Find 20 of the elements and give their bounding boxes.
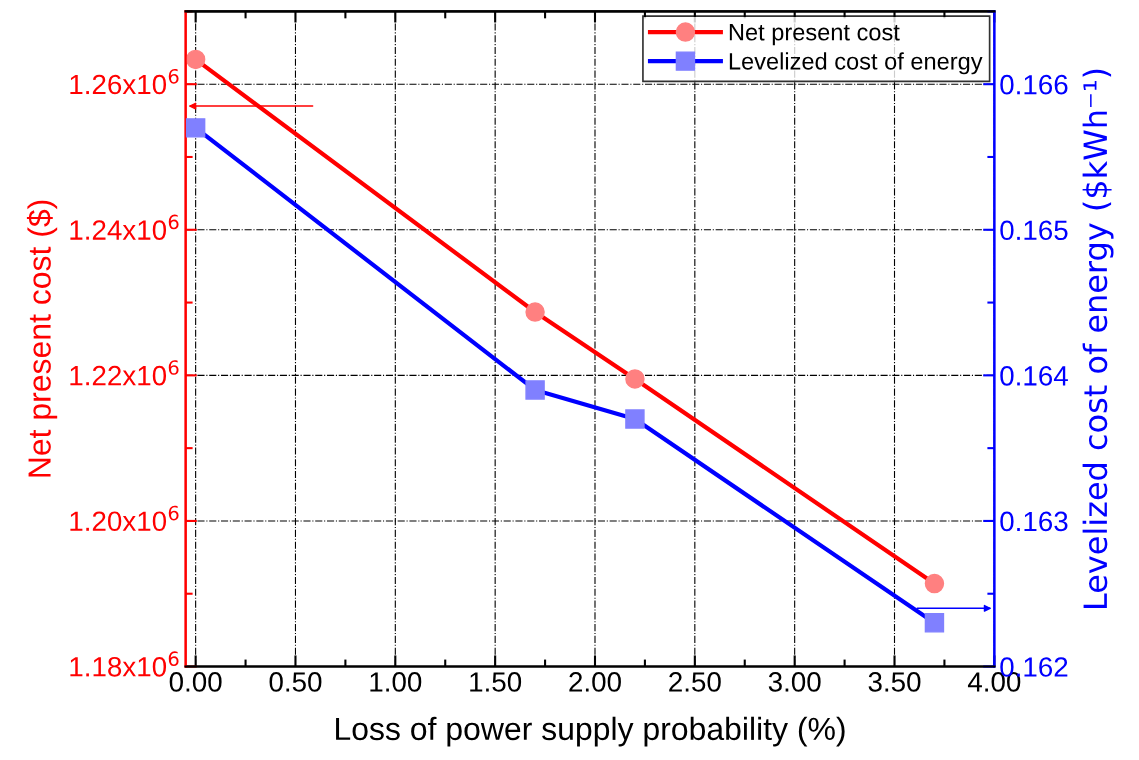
- legend-label: Levelized cost of energy: [729, 52, 983, 75]
- x-tick-label: 1.00: [370, 672, 422, 692]
- y2-tick-label: 0.166: [1000, 74, 1068, 95]
- x-tick-label: 2.00: [569, 672, 621, 692]
- x-tick-label: 3.00: [768, 672, 821, 692]
- y-tick-label: 1.26x10$^{6}$: [70, 68, 179, 95]
- x-tick-label: 1.50: [470, 672, 522, 692]
- y2-tick-label: 0.164: [1000, 366, 1068, 386]
- x-tick-label: 2.50: [669, 672, 721, 692]
- y-tick-label: 1.20x10$^{6}$: [70, 505, 179, 532]
- x-axis-title: Loss of power supply probability (%): [336, 716, 845, 747]
- y2-tick-label: 0.165: [1000, 220, 1068, 241]
- legend-label: Net present cost: [729, 24, 900, 46]
- y-axis-title: Net present cost ($): [26, 200, 58, 477]
- y-tick-label: 1.24x10$^{6}$: [70, 214, 179, 240]
- y2-tick-label: 0.163: [1000, 511, 1068, 532]
- x-tick-label: 0.50: [269, 672, 322, 692]
- y-tick-label: 1.22x10$^{6}$: [70, 360, 179, 386]
- x-tick-label: 3.50: [868, 672, 921, 692]
- y2-axis-title: Levelized cost of energy ($kWh⁻¹): [1082, 69, 1114, 608]
